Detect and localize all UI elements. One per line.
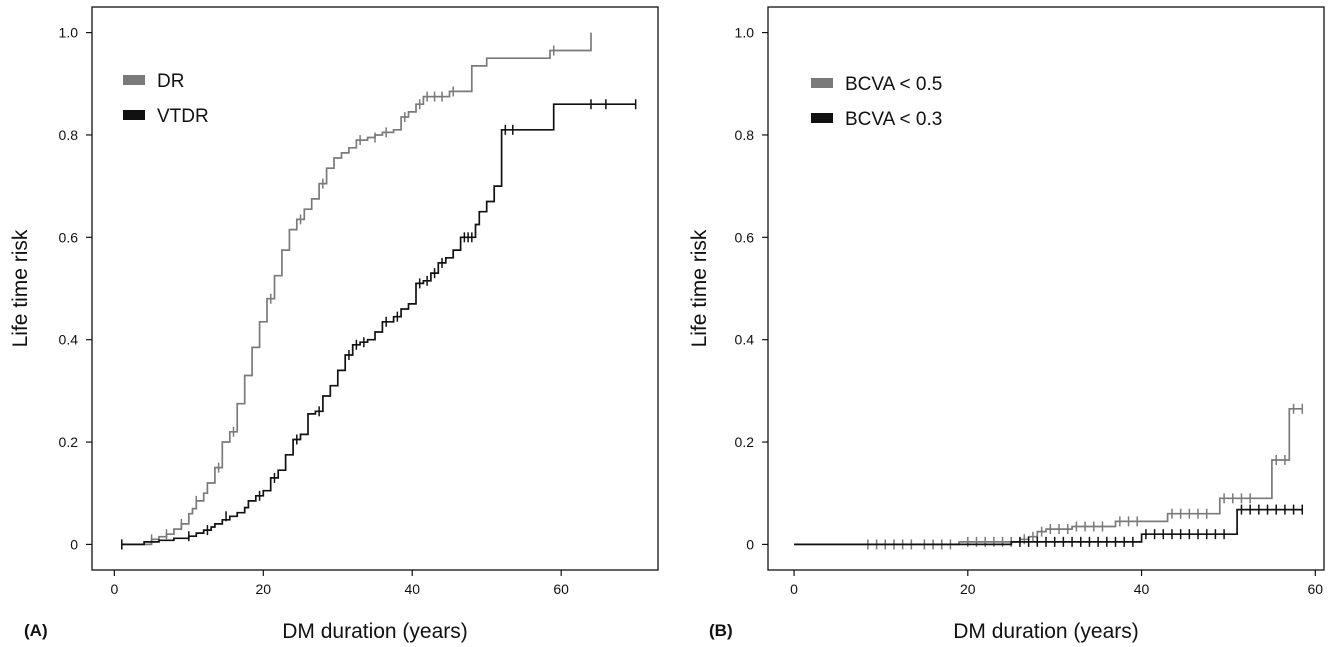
km-curve-grey — [794, 407, 1303, 546]
y-tick-label: 0.2 — [59, 434, 79, 450]
legend-swatch — [811, 78, 833, 88]
y-tick-label: 0.4 — [735, 332, 755, 348]
x-tick-label: 0 — [110, 581, 118, 597]
y-axis-title: Life time risk — [9, 229, 32, 347]
legend-swatch — [811, 113, 833, 123]
x-tick-label: 20 — [256, 581, 272, 597]
x-tick-label: 0 — [790, 581, 798, 597]
legend-label: BCVA < 0.3 — [845, 109, 942, 130]
y-tick-label: 0 — [70, 536, 78, 552]
x-tick-label: 20 — [960, 581, 976, 597]
x-tick-label: 40 — [1134, 581, 1150, 597]
plot-frame — [767, 6, 1325, 571]
y-tick-label: 0.8 — [735, 127, 755, 143]
x-tick-label: 40 — [404, 581, 420, 597]
y-tick-label: 0.8 — [59, 127, 79, 143]
y-tick-label: 0.6 — [735, 229, 755, 245]
y-tick-label: 0.2 — [735, 434, 755, 450]
y-tick-label: 0.4 — [59, 332, 79, 348]
x-tick-label: 60 — [1308, 581, 1324, 597]
y-tick-label: 0 — [746, 536, 754, 552]
panel-label: (B) — [709, 621, 733, 640]
y-axis-title: Life time risk — [688, 229, 711, 347]
legend-label: VTDR — [157, 106, 209, 127]
panel-a: 0 20 40 60 0 0.2 0.4 0.6 0.8 1.0 DM duration (year… — [9, 6, 659, 643]
y-tick-label: 1.0 — [735, 25, 755, 41]
panel-b: 0 20 40 60 0 0.2 0.4 0.6 0.8 1.0 DM duration (year… — [688, 6, 1325, 643]
km-curve-black — [794, 508, 1303, 546]
y-tick-label: 1.0 — [59, 25, 79, 41]
legend-swatch — [123, 110, 145, 120]
plot-frame — [91, 6, 659, 571]
panel-label: (A) — [24, 621, 48, 640]
x-tick-label: 60 — [553, 581, 569, 597]
y-tick-label: 0.6 — [59, 229, 79, 245]
km-curve-black — [121, 103, 636, 546]
legend-swatch — [123, 75, 145, 85]
x-axis-title: DM duration (years) — [953, 620, 1139, 643]
x-axis-title: DM duration (years) — [282, 620, 468, 643]
legend-label: DR — [157, 71, 184, 92]
km-curve-grey — [121, 32, 592, 546]
legend-label: BCVA < 0.5 — [845, 74, 942, 95]
